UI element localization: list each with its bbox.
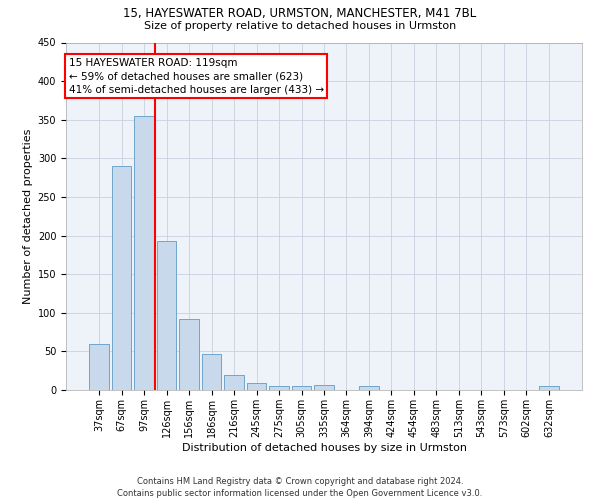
Bar <box>269 386 289 390</box>
Text: Contains HM Land Registry data © Crown copyright and database right 2024.
Contai: Contains HM Land Registry data © Crown c… <box>118 476 482 498</box>
Bar <box>247 383 266 390</box>
Bar <box>359 386 379 390</box>
X-axis label: Distribution of detached houses by size in Urmston: Distribution of detached houses by size … <box>182 442 467 452</box>
Bar <box>112 166 131 390</box>
Text: Size of property relative to detached houses in Urmston: Size of property relative to detached ho… <box>144 21 456 31</box>
Bar <box>292 386 311 390</box>
Bar <box>224 374 244 390</box>
Bar <box>179 319 199 390</box>
Bar <box>314 386 334 390</box>
Bar <box>134 116 154 390</box>
Bar <box>89 344 109 390</box>
Bar <box>539 386 559 390</box>
Text: 15, HAYESWATER ROAD, URMSTON, MANCHESTER, M41 7BL: 15, HAYESWATER ROAD, URMSTON, MANCHESTER… <box>124 8 476 20</box>
Bar <box>157 241 176 390</box>
Text: 15 HAYESWATER ROAD: 119sqm
← 59% of detached houses are smaller (623)
41% of sem: 15 HAYESWATER ROAD: 119sqm ← 59% of deta… <box>68 58 324 94</box>
Y-axis label: Number of detached properties: Number of detached properties <box>23 128 34 304</box>
Bar <box>202 354 221 390</box>
